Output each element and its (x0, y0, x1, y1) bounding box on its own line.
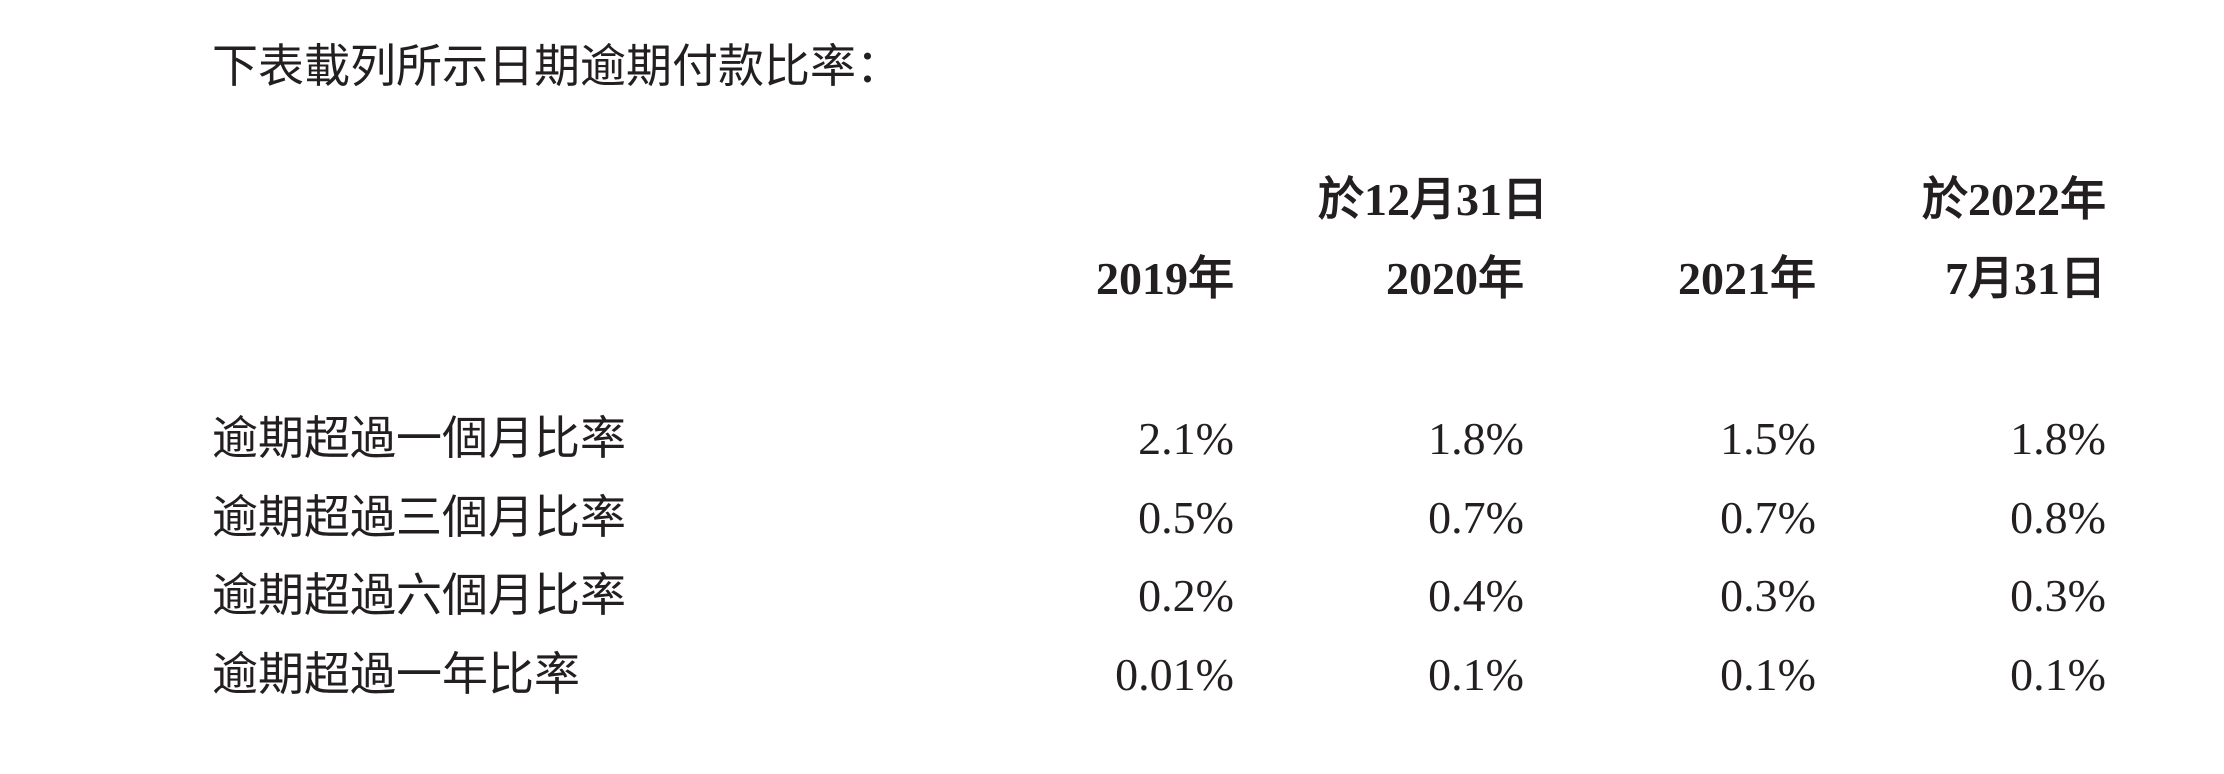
cell-value: 0.7% (1428, 492, 1524, 543)
cell-value: 0.2% (1138, 570, 1234, 621)
cell-value: 0.7% (1720, 492, 1816, 543)
cell-value: 0.4% (1428, 570, 1524, 621)
cell-value: 1.5% (1720, 413, 1816, 464)
cell-value: 0.1% (2010, 649, 2106, 700)
row-label: 逾期超過六個月比率 (212, 570, 626, 621)
row-label: 逾期超過一個月比率 (212, 413, 626, 464)
cell-value: 0.5% (1138, 492, 1234, 543)
column-header: 2020年 (1386, 253, 1524, 304)
cell-value: 0.1% (1428, 649, 1524, 700)
cell-value: 1.8% (1428, 413, 1524, 464)
intro: 下表載列所示日期逾期付款比率： (212, 41, 902, 92)
cell-value: 2.1% (1138, 413, 1234, 464)
column-header: 2021年 (1678, 253, 1816, 304)
cell-value: 0.3% (2010, 570, 2106, 621)
row-label: 逾期超過一年比率 (212, 649, 580, 700)
cell-value: 0.01% (1115, 649, 1234, 700)
column-header: 7月31日 (1945, 253, 2106, 304)
cell-value: 1.8% (2010, 413, 2106, 464)
row-label: 逾期超過三個月比率 (212, 492, 626, 543)
cell-value: 0.8% (2010, 492, 2106, 543)
header-group: 於2022年 (1922, 174, 2106, 225)
cell-value: 0.3% (1720, 570, 1816, 621)
header-group: 於12月31日 (1318, 174, 1548, 225)
column-header: 2019年 (1096, 253, 1234, 304)
cell-value: 0.1% (1720, 649, 1816, 700)
